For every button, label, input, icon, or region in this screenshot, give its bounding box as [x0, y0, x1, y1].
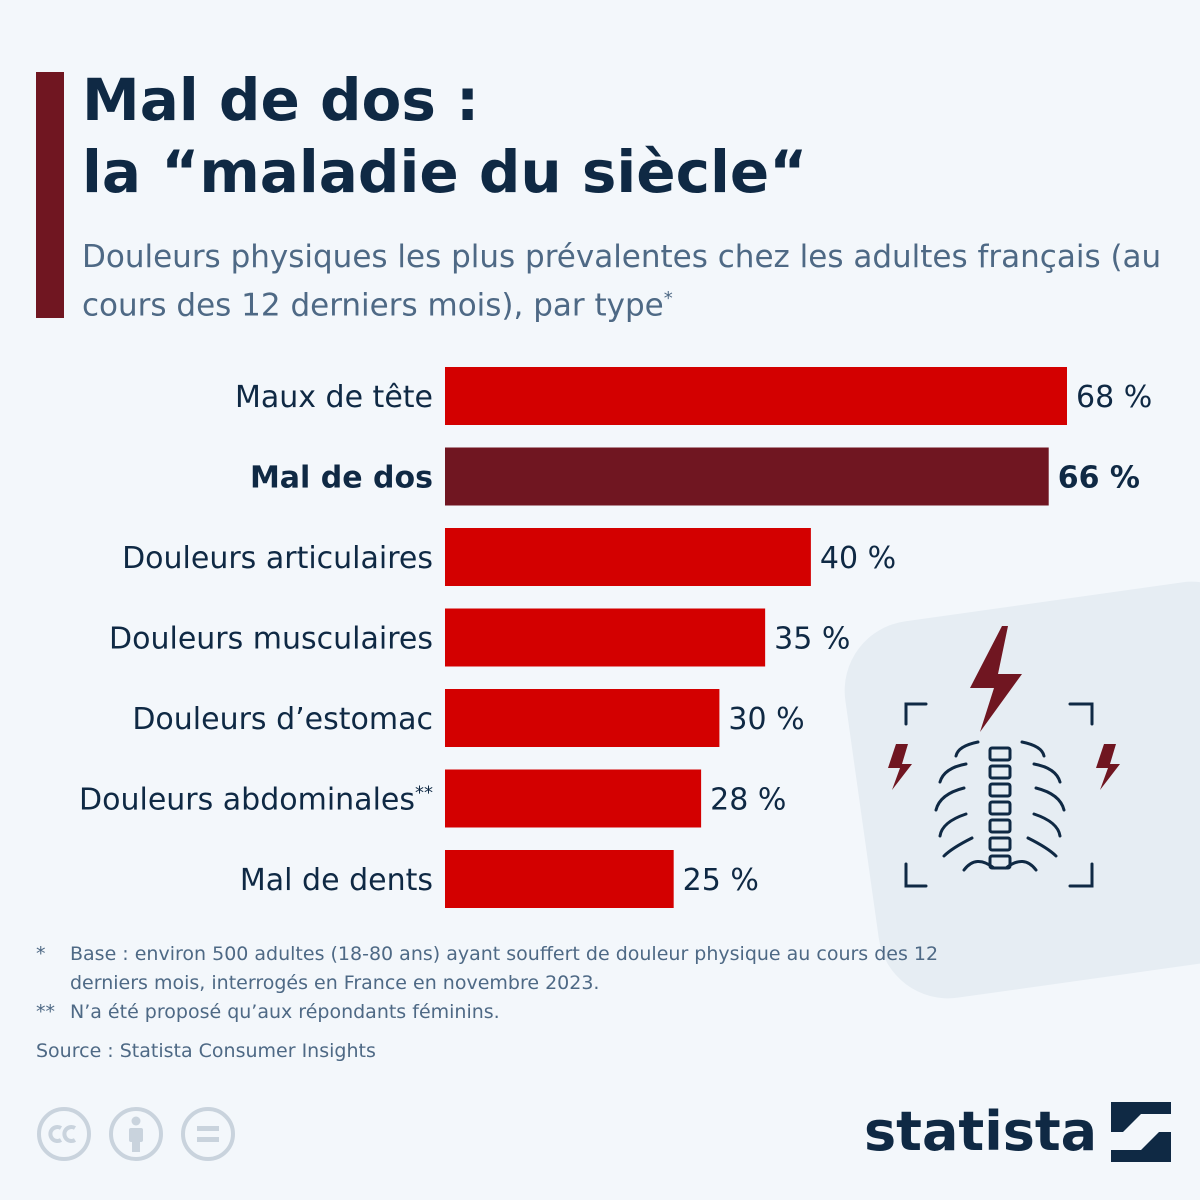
bar — [445, 850, 674, 908]
title-accent-bar — [36, 72, 64, 318]
value-label: 40 % — [820, 541, 896, 576]
attribution-icon[interactable] — [108, 1106, 164, 1162]
footnote: * Base : environ 500 adultes (18-80 ans) … — [36, 940, 956, 998]
page-title: Mal de dos : la “maladie du siècle“ — [82, 66, 808, 206]
subtitle-footnote-mark: * — [663, 288, 673, 309]
brand-name: statista — [864, 1100, 1098, 1163]
category-label: Mal de dents — [240, 863, 433, 898]
category-label: Douleurs articulaires — [122, 541, 433, 576]
bar — [445, 769, 702, 828]
cc-icon[interactable] — [36, 1106, 92, 1162]
footnote-text: Base : environ 500 adultes (18-80 ans) a… — [70, 943, 939, 994]
subtitle-text: Douleurs physiques les plus prévalentes … — [82, 239, 1162, 324]
value-label: 35 % — [774, 622, 850, 657]
value-label: 25 % — [683, 863, 759, 898]
category-label: Douleurs abdominales** — [79, 783, 433, 818]
footnote-mark: * — [36, 943, 46, 965]
value-label: 66 % — [1058, 461, 1140, 496]
no-derivatives-icon[interactable] — [180, 1106, 236, 1162]
statista-logo-icon — [1111, 1101, 1172, 1162]
bar-chart: Maux de tête 68 % Mal de dos 66 % Douleurs a… — [79, 367, 1152, 908]
category-label: Mal de dos — [250, 461, 433, 496]
value-label: 30 % — [728, 702, 804, 737]
footnote-mark: ** — [36, 1001, 55, 1023]
bar — [445, 447, 1049, 506]
bar — [445, 608, 766, 667]
category-label: Douleurs musculaires — [109, 622, 433, 657]
bar — [445, 367, 1067, 425]
category-label: Maux de tête — [235, 380, 433, 415]
source-line: Source : Statista Consumer Insights — [36, 1040, 376, 1062]
xray-chest-icon — [888, 626, 1120, 888]
subtitle: Douleurs physiques les plus prévalentes … — [82, 236, 1172, 326]
statista-brand[interactable]: statista — [864, 1100, 1172, 1163]
bar — [445, 689, 720, 747]
license-icons — [36, 1106, 236, 1162]
footnote: ** N’a été proposé qu’aux répondants fémi… — [36, 998, 956, 1027]
value-label: 68 % — [1076, 380, 1152, 415]
lightning-icon — [888, 744, 912, 790]
lightning-icon — [1096, 744, 1120, 790]
lightning-icon — [970, 626, 1022, 732]
bar — [445, 528, 811, 586]
footnotes: * Base : environ 500 adultes (18-80 ans) … — [36, 940, 956, 1066]
value-label: 28 % — [710, 783, 786, 818]
category-label: Douleurs d’estomac — [132, 702, 433, 737]
footnote-text: N’a été proposé qu’aux répondants fémini… — [70, 1001, 500, 1023]
